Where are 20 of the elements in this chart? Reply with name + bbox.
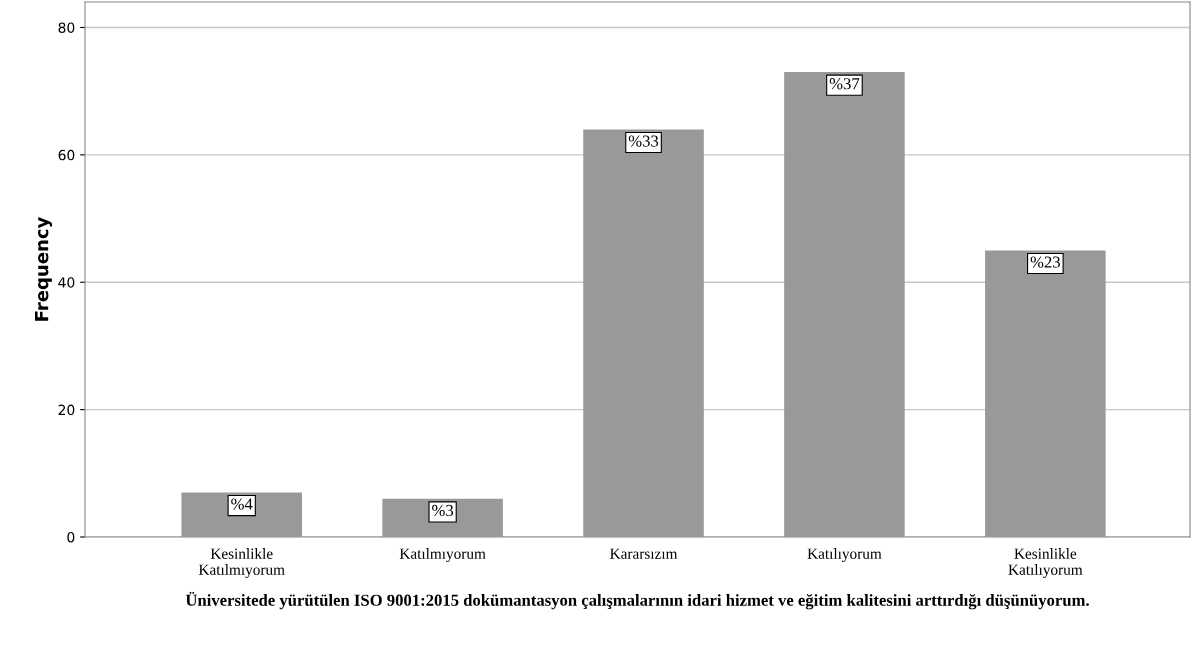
y-axis-title: Frequency	[34, 216, 53, 321]
bar	[985, 250, 1106, 537]
y-tick-label: 60	[58, 149, 75, 161]
annotation: %33	[628, 135, 659, 147]
annotation: %4	[231, 498, 253, 510]
y-tick-label: 0	[67, 531, 75, 543]
annotation: %37	[829, 78, 860, 90]
y-tick-label: 40	[58, 277, 75, 288]
x-tick-label: Katılmıyorum	[399, 548, 486, 563]
annotation: %23	[1030, 256, 1060, 268]
bar	[784, 72, 905, 537]
bar	[583, 129, 704, 537]
annotation: %3	[432, 504, 454, 517]
x-tick-label: Kesinlikle Katılıyorum	[1008, 548, 1083, 578]
x-axis-title: Üniversitede yürütülen ISO 9001:2015 dokümantasyon çalışmalarının idari hizmet ve eğitim kalitesini arttırdığı düşünüyorum.	[185, 591, 1089, 610]
y-tick-label: 20	[58, 404, 75, 416]
x-tick-label: Kararsızım	[610, 548, 678, 559]
x-tick-label: Kesinlikle Katılmıyorum	[198, 548, 285, 578]
x-tick-label: Katılıyorum	[807, 548, 882, 563]
y-tick-label: 80	[58, 22, 75, 33]
